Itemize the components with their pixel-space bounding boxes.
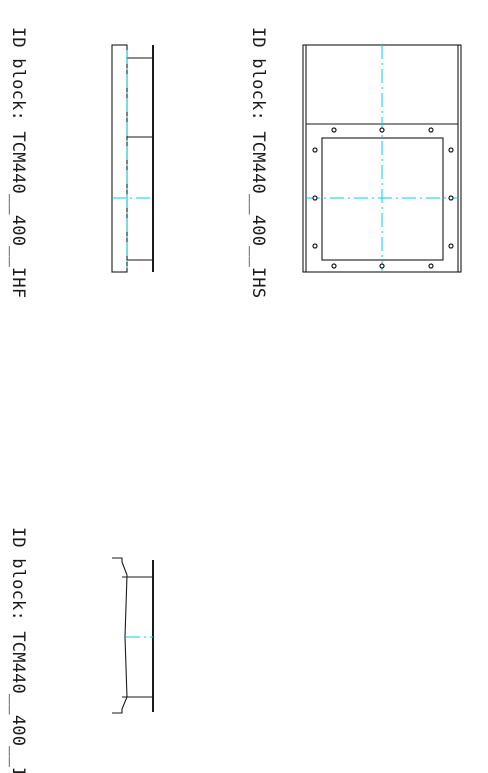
label-ihl: ID block: TCM440__400__IHL <box>8 527 28 773</box>
ihs-hole <box>379 263 385 269</box>
ihs-hole <box>331 263 337 269</box>
block-ihf-drawing <box>111 44 154 273</box>
block-ihl-drawing <box>112 557 154 714</box>
ihs-hole <box>428 127 434 133</box>
ihs-hole <box>448 243 454 249</box>
ihs-hole <box>428 263 434 269</box>
ihs-hole <box>312 147 318 153</box>
ihs-hole <box>331 127 337 133</box>
ihf-plate <box>111 44 128 273</box>
label-ihf: ID block: TCM440__400__IHF <box>8 27 28 298</box>
ihs-hole <box>379 127 385 133</box>
ihs-hole <box>448 147 454 153</box>
ihs-hole <box>448 195 454 201</box>
label-ihs: ID block: TCM440__400__IHS <box>248 27 268 298</box>
ihs-hole <box>312 243 318 249</box>
block-ihs-drawing <box>302 44 462 273</box>
ihl-profile <box>112 557 128 714</box>
ihs-hole <box>312 195 318 201</box>
ihs-inner-window <box>321 137 444 261</box>
